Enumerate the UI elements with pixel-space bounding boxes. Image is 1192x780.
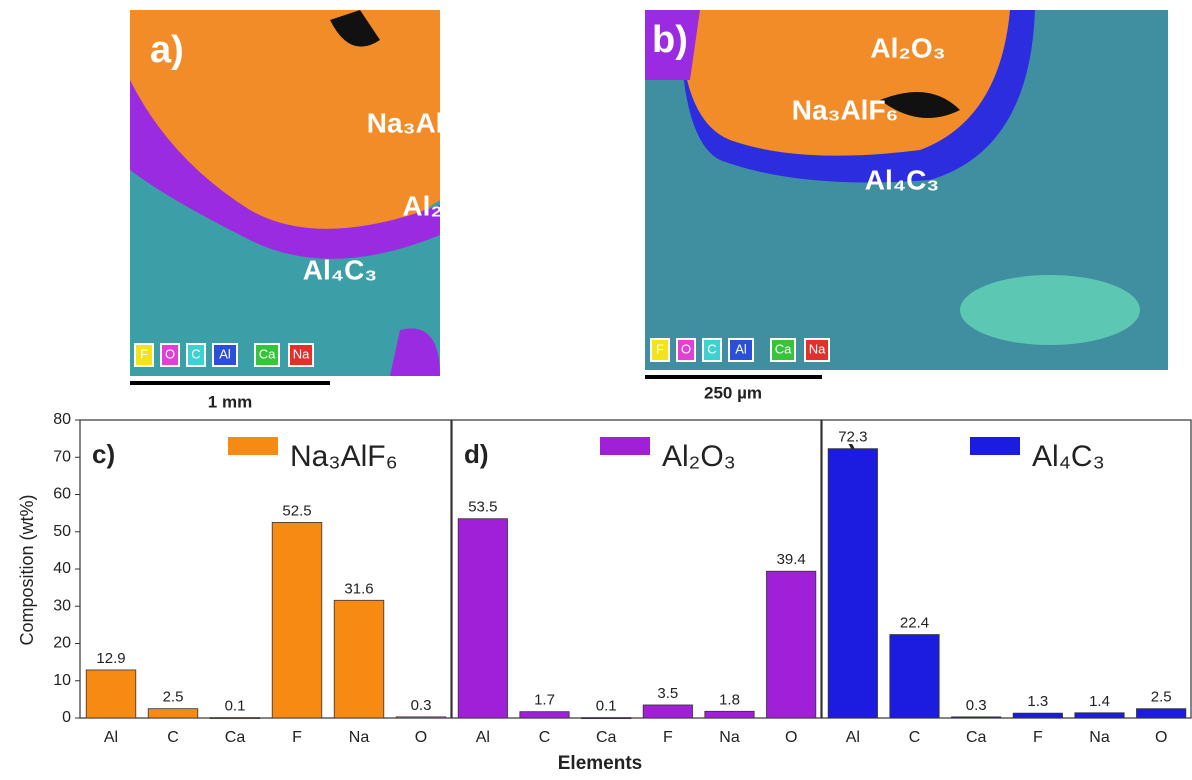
annotation: Al₄C₃	[303, 254, 378, 285]
value-label: 0.3	[411, 697, 432, 714]
value-label: 1.4	[1089, 693, 1110, 710]
bar	[952, 717, 1001, 718]
x-tick-label: C	[909, 729, 921, 746]
x-tick-label: F	[663, 729, 673, 746]
x-tick-label: Al	[846, 729, 860, 746]
annotation: Al₂O₃	[402, 190, 477, 221]
x-tick-label: C	[539, 729, 551, 746]
y-tick-label: 50	[53, 523, 71, 540]
y-tick-label: 30	[53, 597, 71, 614]
figure: a) Na₃AlF₆ Al₂O₃ Al₄C₃ F O C Al Ca Na 1 mm b) Al₂O₃ N…	[0, 0, 1192, 780]
x-axis-label: Elements	[558, 753, 642, 774]
annotation: Na₃AlF₆	[792, 94, 899, 125]
value-label: 2.5	[1151, 689, 1172, 706]
y-tick-label: 70	[53, 448, 71, 465]
y-tick-label: 40	[53, 560, 71, 577]
annotation: Al₄C₃	[865, 164, 940, 195]
legend-label: Al₄C₃	[1032, 440, 1105, 473]
value-label: 39.4	[777, 551, 806, 568]
y-tick-label: 60	[53, 486, 71, 503]
annotation: Al₂O₃	[870, 32, 945, 63]
x-tick-label: O	[785, 729, 797, 746]
x-tick-label: Ca	[966, 729, 987, 746]
value-label: 0.1	[596, 698, 617, 715]
panel-label: d)	[464, 439, 489, 469]
value-label: 1.7	[534, 692, 555, 709]
y-tick-label: 20	[53, 635, 71, 652]
eds-maps	[130, 10, 1168, 383]
bar	[520, 712, 569, 718]
bar	[828, 449, 877, 718]
legend-tag-label: F	[140, 346, 148, 361]
legend-tag-label: O	[165, 346, 175, 361]
x-tick-label: O	[415, 729, 427, 746]
bar	[582, 718, 631, 719]
value-label: 0.3	[966, 697, 987, 714]
value-label: 72.3	[838, 429, 867, 446]
value-label: 52.5	[282, 502, 311, 519]
value-label: 1.8	[719, 691, 740, 708]
legend-swatch	[228, 437, 278, 455]
value-label: 2.5	[163, 689, 184, 706]
legend-tag-label: Al	[219, 346, 231, 361]
value-label: 0.1	[225, 698, 246, 715]
bar	[890, 635, 939, 718]
bar	[1137, 709, 1186, 718]
legend-tag-label: Ca	[775, 341, 792, 356]
scale-bar-label: 1 mm	[208, 392, 252, 411]
bar	[210, 718, 260, 719]
bar	[1075, 713, 1124, 718]
legend-tag-label: C	[191, 346, 200, 361]
x-tick-label: Al	[104, 729, 118, 746]
value-label: 3.5	[657, 685, 678, 702]
bar	[272, 522, 322, 718]
y-tick-label: 80	[53, 411, 71, 428]
x-tick-label: F	[1033, 729, 1043, 746]
scale-bar-label: 250 µm	[704, 383, 762, 402]
value-label: 22.4	[900, 615, 929, 632]
bar	[334, 600, 384, 718]
y-tick-label: 10	[53, 672, 71, 689]
legend-tag-label: C	[707, 341, 716, 356]
legend-tag-label: O	[681, 341, 691, 356]
y-axis-label: Composition (wt%)	[17, 494, 37, 645]
panel-label: b)	[652, 19, 688, 61]
bar	[458, 519, 507, 718]
x-tick-label: Al	[476, 729, 490, 746]
x-tick-label: C	[167, 729, 179, 746]
value-label: 53.5	[468, 499, 497, 516]
annotation: Na₃AlF₆	[367, 107, 474, 138]
bar	[148, 709, 198, 718]
x-tick-label: Na	[719, 729, 740, 746]
x-tick-label: Na	[1089, 729, 1110, 746]
x-tick-label: O	[1155, 729, 1167, 746]
legend-tag-label: Ca	[259, 346, 276, 361]
x-tick-label: Na	[349, 729, 370, 746]
panel-label: a)	[150, 29, 184, 71]
y-tick-label: 0	[62, 709, 71, 726]
legend-label: Al₂O₃	[662, 440, 736, 473]
legend-tag-label: Na	[809, 341, 826, 356]
value-label: 12.9	[96, 650, 125, 667]
legend-tag-label: F	[656, 341, 664, 356]
region	[960, 275, 1140, 345]
bar	[705, 711, 754, 718]
bar	[643, 705, 692, 718]
bar	[767, 571, 816, 718]
legend-swatch	[600, 437, 650, 455]
value-label: 31.6	[344, 580, 373, 597]
x-tick-label: F	[292, 729, 302, 746]
value-label: 1.3	[1027, 693, 1048, 710]
x-tick-label: Ca	[225, 729, 246, 746]
x-tick-label: Ca	[596, 729, 617, 746]
legend-label: Na₃AlF₆	[290, 440, 398, 473]
legend-tag-label: Al	[735, 341, 747, 356]
legend-swatch	[970, 437, 1020, 455]
legend-tag-label: Na	[293, 346, 310, 361]
bar	[86, 670, 136, 718]
bar	[396, 717, 446, 718]
panel-label: c)	[92, 439, 115, 469]
bar	[1013, 713, 1062, 718]
